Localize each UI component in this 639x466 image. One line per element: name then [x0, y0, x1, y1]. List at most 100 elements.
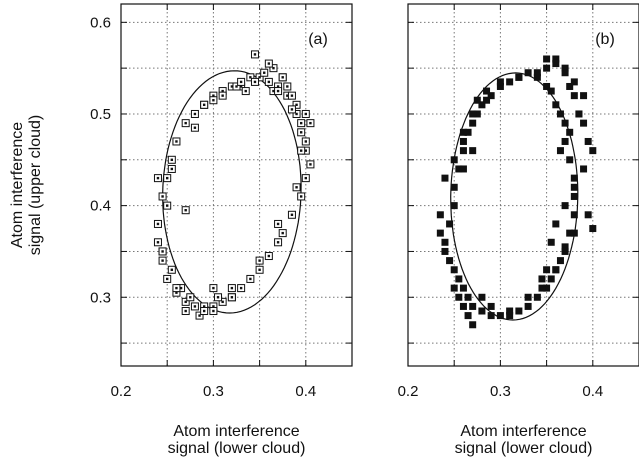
- data-point: [287, 91, 296, 100]
- data-point-center: [281, 231, 284, 235]
- data-point: [575, 110, 583, 118]
- data-point: [195, 311, 204, 320]
- data-point: [455, 293, 463, 301]
- data-point: [200, 307, 209, 316]
- data-point-center: [161, 195, 164, 198]
- data-point-center: [184, 121, 187, 125]
- data-point-center: [221, 94, 224, 97]
- data-point: [473, 96, 481, 104]
- data-point-center: [276, 222, 280, 226]
- data-point: [487, 312, 495, 320]
- data-point: [515, 73, 523, 81]
- data-point: [566, 156, 574, 164]
- data-point: [260, 68, 269, 77]
- data-point: [264, 77, 273, 86]
- data-point: [292, 109, 301, 118]
- data-point: [301, 137, 310, 146]
- data-point: [436, 211, 444, 219]
- y-axis-title: signal (upper cloud): [27, 115, 44, 256]
- panel-label: (a): [308, 31, 328, 48]
- data-point: [297, 146, 306, 155]
- data-point-center: [263, 71, 266, 74]
- data-point: [264, 252, 273, 261]
- data-point: [459, 284, 467, 292]
- data-point: [301, 174, 310, 183]
- data-point: [297, 119, 306, 128]
- data-point: [227, 284, 236, 293]
- data-point: [292, 100, 301, 109]
- data-point: [190, 302, 199, 311]
- data-point-center: [212, 286, 215, 290]
- data-point-center: [175, 291, 178, 294]
- data-point: [287, 105, 296, 114]
- data-point: [580, 165, 588, 173]
- data-point-center: [239, 85, 243, 88]
- data-point: [524, 302, 532, 310]
- data-point: [580, 92, 588, 100]
- data-point-center: [267, 80, 271, 84]
- data-point-center: [216, 296, 220, 299]
- data-point: [306, 160, 315, 169]
- data-point: [561, 69, 569, 77]
- data-point: [450, 156, 458, 164]
- data-point: [167, 164, 176, 173]
- data-point: [538, 275, 546, 283]
- data-point: [455, 275, 463, 283]
- data-point-center: [166, 176, 169, 180]
- data-point: [214, 293, 223, 302]
- data-point: [580, 119, 588, 127]
- data-point: [297, 192, 306, 201]
- data-point: [584, 137, 592, 145]
- data-point-center: [235, 85, 238, 88]
- data-point-center: [276, 241, 280, 244]
- data-point: [547, 238, 555, 246]
- data-point: [167, 155, 176, 164]
- data-point: [274, 87, 283, 96]
- data-point: [552, 55, 560, 63]
- data-point-center: [221, 89, 224, 93]
- data-point: [181, 307, 190, 316]
- data-point: [538, 284, 546, 292]
- data-point: [181, 206, 190, 215]
- data-point: [283, 82, 292, 91]
- data-point-center: [156, 222, 160, 226]
- data-point-center: [193, 126, 197, 129]
- x-tick-label: 0.2: [111, 383, 132, 400]
- data-point: [570, 192, 578, 200]
- data-point: [436, 229, 444, 237]
- data-point-center: [309, 121, 312, 125]
- data-point: [274, 219, 283, 228]
- data-point-center: [230, 286, 234, 290]
- data-point: [190, 123, 199, 132]
- data-point-center: [161, 250, 164, 253]
- data-point-center: [166, 204, 169, 207]
- data-point-center: [272, 66, 275, 70]
- data-point: [158, 192, 167, 201]
- data-point: [255, 265, 264, 274]
- data-point: [446, 257, 454, 265]
- data-point-center: [295, 186, 298, 189]
- data-point: [158, 247, 167, 256]
- data-point: [533, 73, 541, 81]
- data-point: [552, 101, 560, 109]
- data-point-center: [276, 89, 280, 93]
- data-point: [163, 174, 172, 183]
- data-point-center: [272, 89, 275, 93]
- data-point-center: [221, 300, 224, 304]
- plot-frame: [120, 3, 353, 367]
- fit-ellipse: [450, 72, 579, 321]
- data-point-center: [304, 140, 307, 143]
- x-axis-title: Atom interference: [460, 423, 586, 440]
- data-point: [570, 78, 578, 86]
- data-point-center: [276, 85, 280, 88]
- data-point: [543, 284, 551, 292]
- data-point-center: [189, 296, 192, 299]
- data-point: [459, 128, 467, 136]
- data-point: [561, 64, 569, 72]
- data-point: [515, 307, 523, 315]
- data-point: [200, 100, 209, 109]
- data-point: [533, 69, 541, 77]
- data-point-center: [258, 259, 261, 262]
- data-point: [561, 202, 569, 210]
- data-point-center: [156, 241, 160, 244]
